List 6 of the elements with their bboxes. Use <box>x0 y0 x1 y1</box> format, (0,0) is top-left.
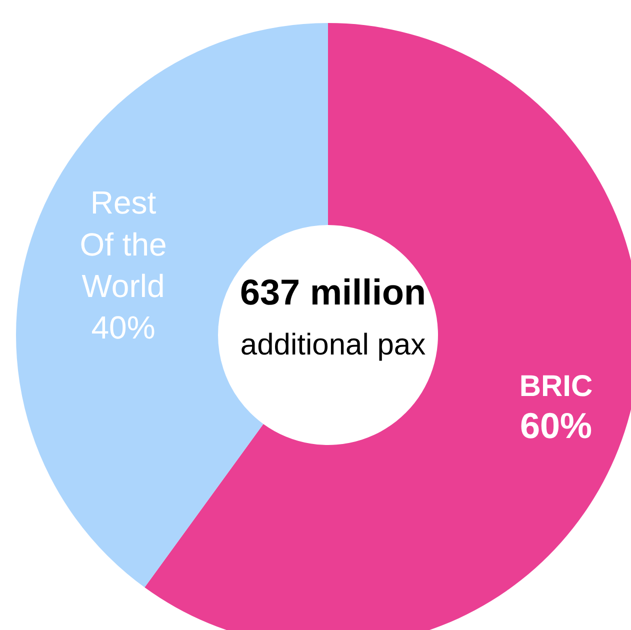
text: 637 million <box>240 272 426 312</box>
data-label: 60% <box>520 404 592 446</box>
slice-label: Rest Of the World <box>80 184 167 304</box>
text: additional pax <box>240 328 426 362</box>
slice-label: BRIC <box>519 370 593 403</box>
data-label: 40% <box>91 310 156 346</box>
